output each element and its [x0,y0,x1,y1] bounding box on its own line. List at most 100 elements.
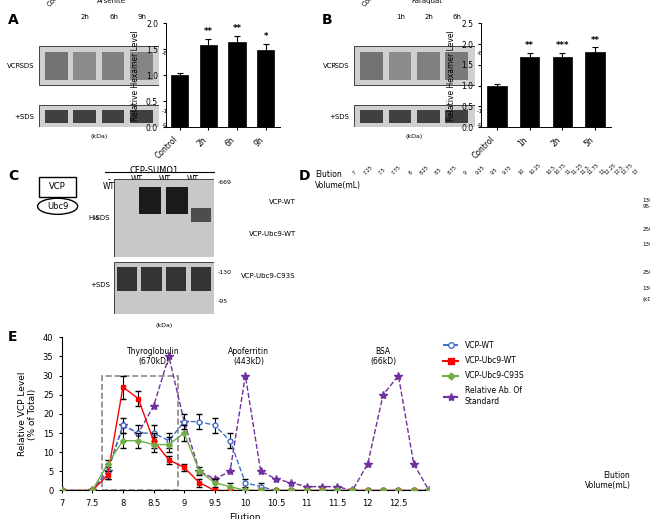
Text: WT: WT [159,175,171,184]
Text: VCP-Ubc9-C93S: VCP-Ubc9-C93S [241,274,296,279]
Text: 6h: 6h [452,14,462,20]
Text: Control: Control [361,0,384,8]
Text: 8.5: 8.5 [434,167,443,176]
Text: Control: Control [46,0,68,8]
Text: B: B [322,13,332,27]
Text: 2h: 2h [81,14,90,20]
X-axis label: Elution
Volume(mL): Elution Volume(mL) [218,513,272,519]
Bar [228,42,246,127]
Bar [191,208,211,222]
Bar [552,57,572,127]
Bar [445,110,468,123]
Text: 12.5: 12.5 [614,165,625,176]
Bar [101,110,124,123]
Ellipse shape [38,198,77,214]
Bar [360,110,383,123]
Bar [73,110,96,123]
Text: **: ** [203,27,213,36]
Bar [200,45,217,127]
Text: WT: WT [103,182,114,191]
Bar [117,267,137,291]
Text: 95-: 95- [642,204,650,209]
Text: 12: 12 [598,168,606,176]
Text: +SDS: +SDS [330,114,350,120]
Text: +SDS: +SDS [90,282,110,289]
Bar [166,187,188,214]
Text: 8.75: 8.75 [447,165,458,176]
Text: 130-: 130- [642,242,650,247]
Text: BSA
(66kD): BSA (66kD) [370,347,396,366]
Text: (kDa): (kDa) [155,323,173,329]
Text: -SDS: -SDS [18,63,34,70]
Bar [354,105,474,127]
Text: VCP: VCP [322,63,336,70]
Bar [360,52,383,79]
Text: C: C [8,169,18,183]
Text: 7.5: 7.5 [378,167,387,176]
Text: 6h: 6h [109,14,118,20]
Text: +SDS: +SDS [14,114,34,120]
Y-axis label: Relative VCP Level
(% of Total): Relative VCP Level (% of Total) [18,372,37,456]
Text: **: ** [591,35,600,45]
Y-axis label: Relative Hexamer Level: Relative Hexamer Level [447,30,456,120]
Bar [139,187,161,214]
Text: Paraquat: Paraquat [411,0,442,4]
Bar [130,110,153,123]
Bar [417,110,439,123]
Bar [171,75,188,127]
Text: VCP: VCP [7,63,21,70]
Bar [45,52,68,79]
Bar [417,52,439,79]
Text: 12.75: 12.75 [621,162,634,176]
Text: -669: -669 [477,51,491,56]
Text: Thyroglobulin
(670kD): Thyroglobulin (670kD) [127,347,180,366]
Text: VCP-Ubc9-WT: VCP-Ubc9-WT [248,230,296,237]
Text: 130-: 130- [642,285,650,291]
Text: Apoferritin
(443kD): Apoferritin (443kD) [228,347,269,366]
Text: (kDa): (kDa) [642,297,650,302]
Text: 1h: 1h [396,14,405,20]
Text: Elution
Volume(mL): Elution Volume(mL) [584,471,630,490]
Bar [166,267,187,291]
Text: 9.25: 9.25 [474,165,486,176]
Text: 10.25: 10.25 [529,162,543,176]
Bar [39,105,159,127]
Bar [354,46,474,85]
Text: -SDS: -SDS [93,215,110,221]
Text: 13: 13 [632,168,640,176]
Text: CFP-SUMO1: CFP-SUMO1 [129,166,179,175]
Text: -669: -669 [218,181,231,185]
Text: 7.75: 7.75 [391,165,402,176]
Text: -95: -95 [477,122,487,128]
Y-axis label: Relative Hexamer Level: Relative Hexamer Level [131,30,140,120]
Bar [45,110,68,123]
Text: 12.25: 12.25 [604,162,618,176]
Text: 10.75: 10.75 [553,162,567,176]
Bar [191,267,211,291]
Text: 8.25: 8.25 [419,165,430,176]
Text: VCP: VCP [49,183,66,192]
Text: 250-: 250- [642,270,650,275]
Text: -95: -95 [162,122,172,128]
Text: Elution
Volume(mL): Elution Volume(mL) [315,170,361,189]
Text: (kDa): (kDa) [90,134,108,139]
Bar [389,52,411,79]
Bar [39,46,159,85]
Text: -: - [107,175,110,184]
Text: D: D [299,169,311,183]
Bar [257,50,274,127]
Bar [445,52,468,79]
Bar [586,51,605,127]
Text: -130: -130 [162,110,176,115]
Text: 8: 8 [408,170,413,176]
Text: 9h: 9h [137,14,146,20]
Text: 11.5: 11.5 [580,165,591,176]
Text: **: ** [233,24,242,33]
Text: -SDS: -SDS [333,63,350,70]
Bar [73,52,96,79]
Text: 10.5: 10.5 [546,165,557,176]
Text: 7.25: 7.25 [363,165,374,176]
Bar [130,52,153,79]
Text: -130: -130 [218,270,231,275]
Legend: VCP-WT, VCP-Ubc9-WT, VCP-Ubc9-C93S, Relative Ab. Of
Standard: VCP-WT, VCP-Ubc9-WT, VCP-Ubc9-C93S, Rela… [440,338,527,409]
